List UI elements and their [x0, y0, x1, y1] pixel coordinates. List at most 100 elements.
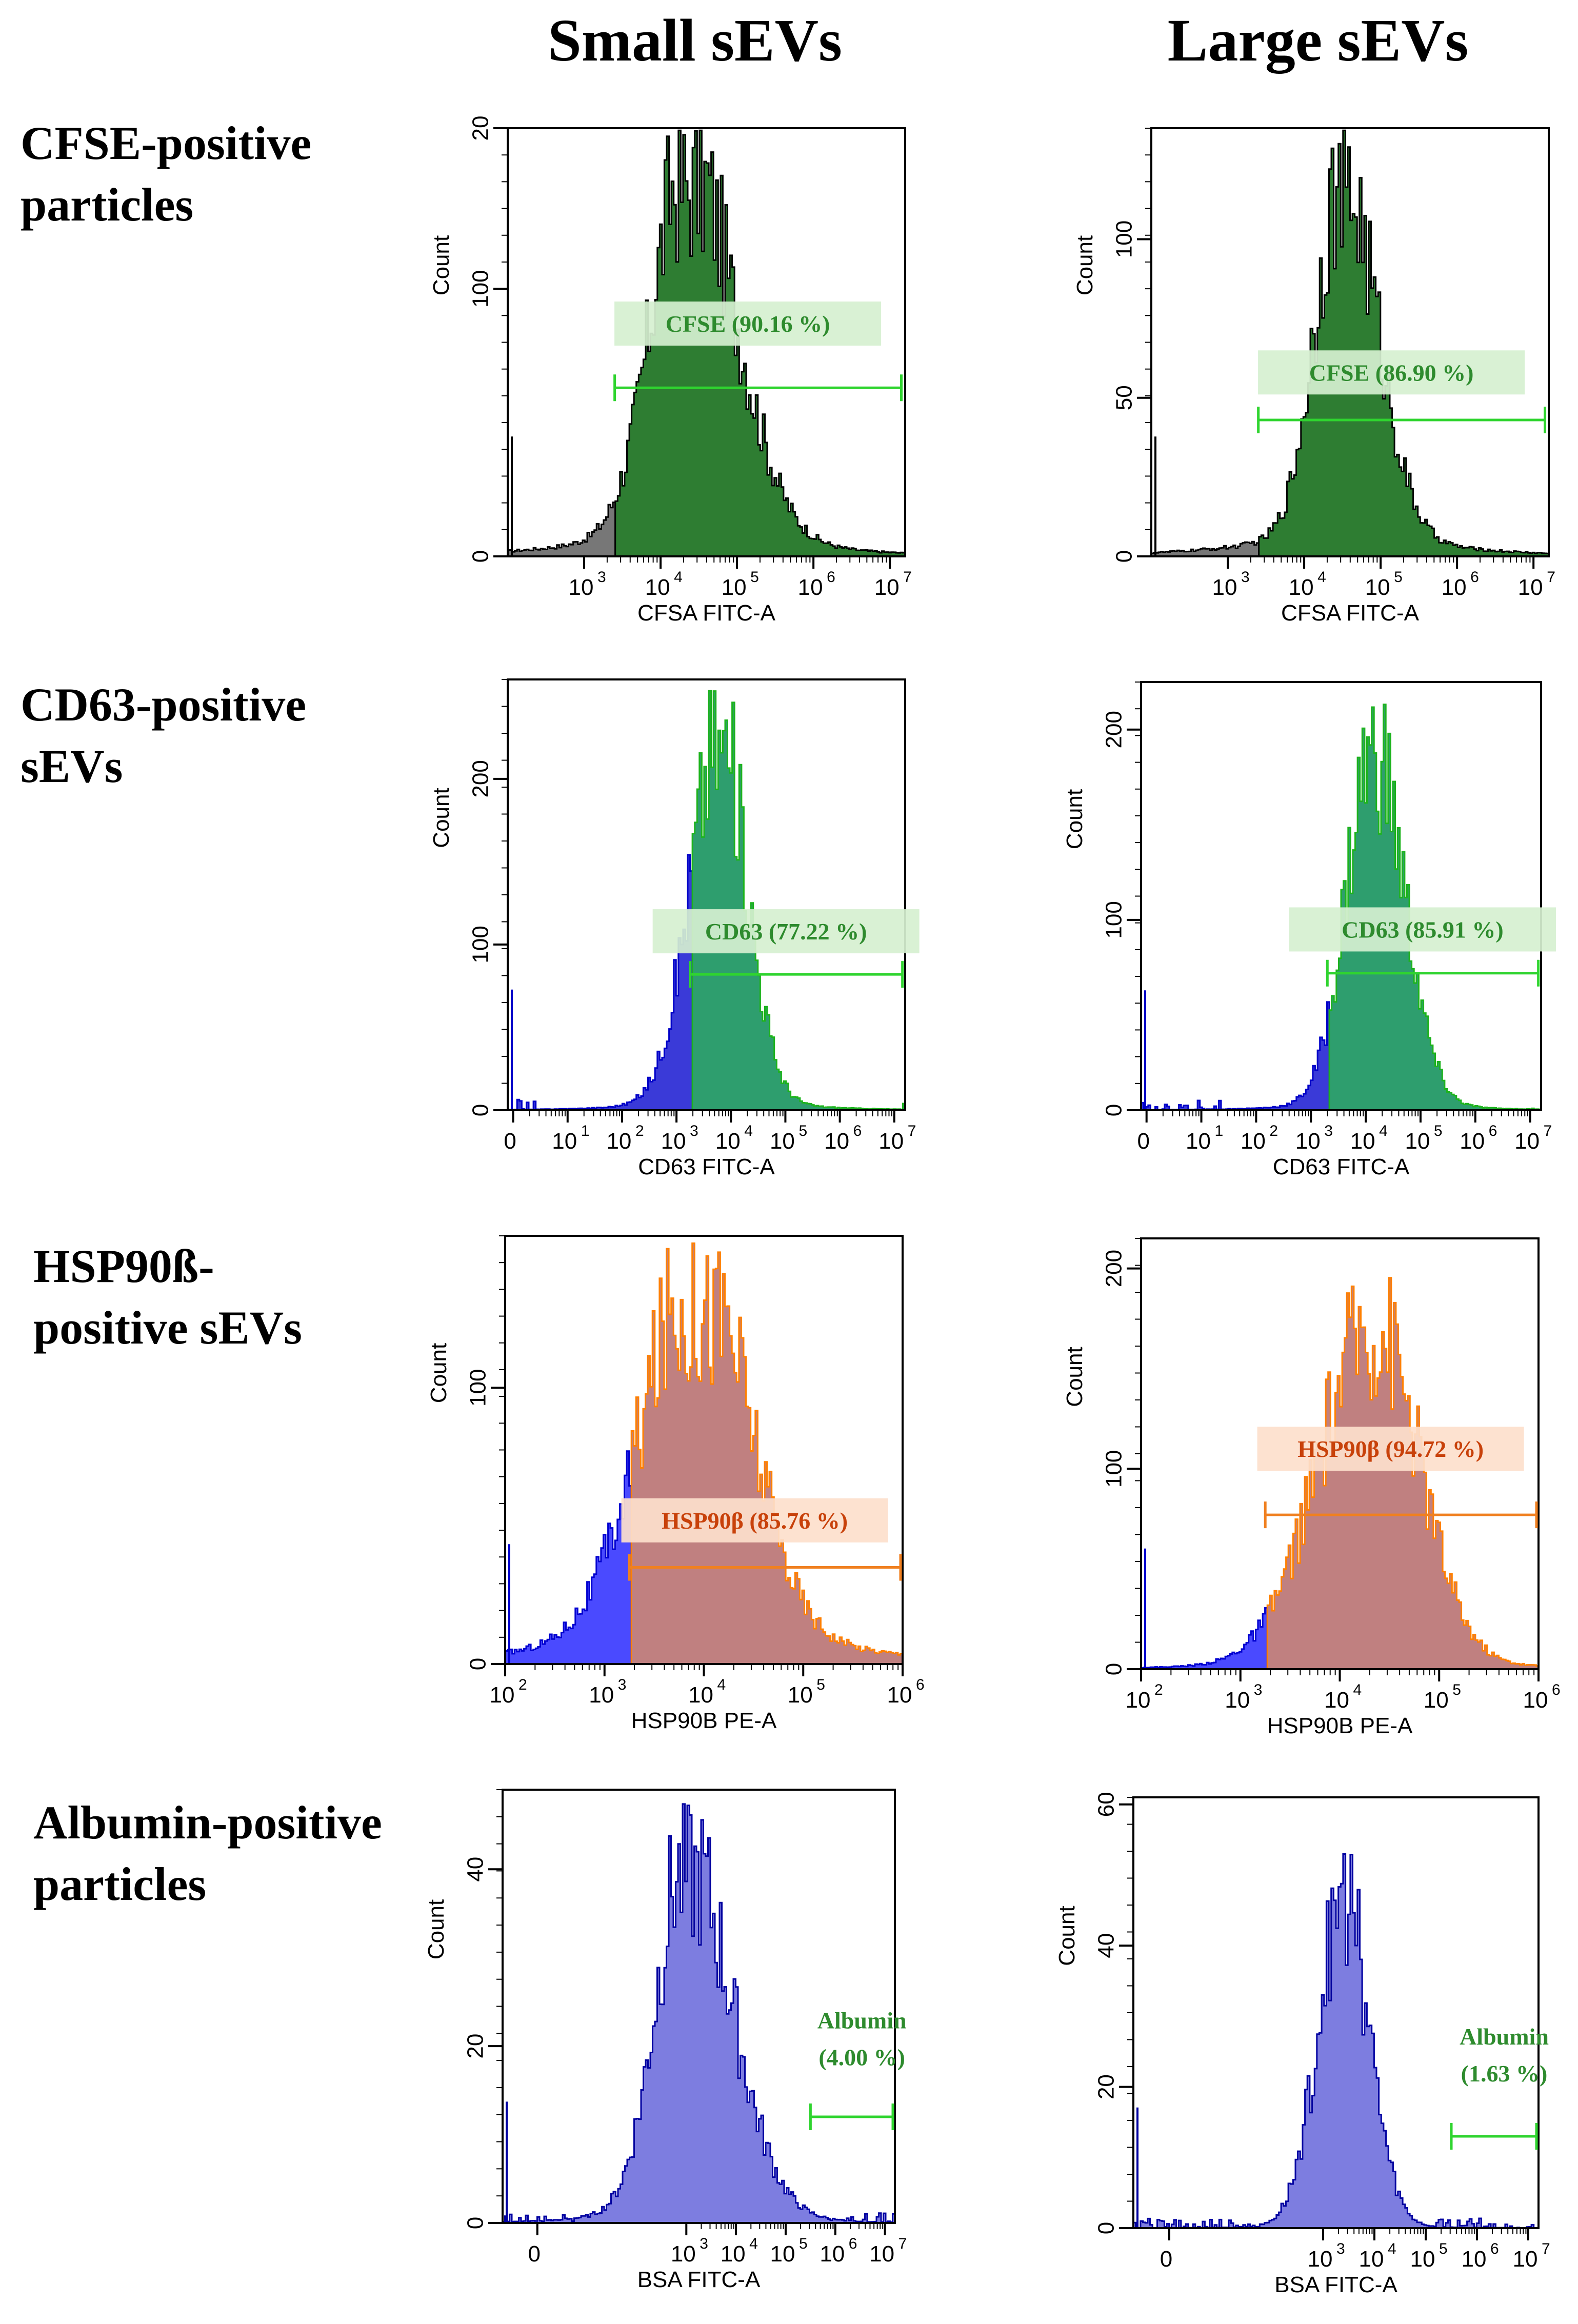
x-tick-exponent: 4	[749, 2235, 758, 2252]
gate-label-background	[621, 1498, 888, 1542]
x-tick-exponent: 6	[853, 1123, 862, 1139]
x-tick-label: 10	[721, 2241, 746, 2267]
x-tick-label: 10	[798, 575, 823, 600]
x-tick-label: 10	[824, 1129, 849, 1154]
x-tick-label: 10	[887, 1682, 912, 1708]
y-tick-label: 40	[463, 1857, 488, 1882]
gate-label-line: (4.00 %)	[818, 2045, 905, 2071]
y-tick-label: 60	[1094, 1792, 1119, 1817]
svg-text:particles: particles	[33, 1858, 206, 1910]
x-tick-label: 10	[1295, 1129, 1321, 1154]
x-tick-label: 10	[569, 575, 594, 600]
x-tick-label: 10	[688, 1682, 713, 1708]
x-tick-label: 10	[1514, 1129, 1540, 1154]
x-tick-exponent: 5	[798, 1123, 807, 1139]
y-tick-label: 40	[1094, 1933, 1119, 1958]
x-tick-label: 10	[788, 1682, 813, 1708]
x-tick-exponent: 6	[1470, 569, 1479, 586]
x-tick-exponent: 7	[1544, 1123, 1552, 1139]
x-tick-label: 10	[722, 575, 747, 600]
row-label-cfse: CFSE-positive particles	[21, 117, 311, 231]
row-label-hsp90: HSP90ß- positive sEVs	[33, 1240, 302, 1354]
column-title-large: Large sEVs	[1168, 7, 1469, 74]
gate-label: HSP90β (94.72 %)	[1297, 1436, 1484, 1462]
x-tick-exponent: 3	[1241, 569, 1250, 586]
histogram-area-positive	[614, 129, 906, 557]
svg-text:Albumin-positive: Albumin-positive	[33, 1796, 382, 1849]
x-tick-label: 10	[490, 1682, 515, 1708]
x-tick-exponent: 2	[1269, 1123, 1278, 1139]
gate-label-line: Albumin	[817, 2008, 907, 2034]
x-axis-label: CFSA FITC-A	[637, 600, 776, 626]
x-axis-label: CFSA FITC-A	[1281, 600, 1420, 626]
x-tick-exponent: 7	[1542, 2240, 1550, 2257]
x-tick-exponent: 2	[635, 1123, 644, 1139]
x-tick-exponent: 5	[799, 2235, 808, 2252]
x-tick-label: 10	[770, 1129, 795, 1154]
x-tick-label: 0	[528, 2241, 541, 2267]
gate-label-background	[614, 301, 882, 346]
x-tick-label: 10	[1513, 2247, 1538, 2272]
x-tick-exponent: 7	[908, 1123, 916, 1139]
x-tick-exponent: 4	[744, 1123, 753, 1139]
svg-text:CD63-positive: CD63-positive	[21, 678, 306, 731]
x-tick-exponent: 5	[1452, 1681, 1461, 1698]
x-tick-label: 10	[1350, 1129, 1375, 1154]
x-tick-exponent: 3	[618, 1676, 627, 1693]
x-tick-label: 10	[1186, 1129, 1211, 1154]
y-tick-label: 20	[463, 2034, 488, 2059]
x-tick-label: 10	[1359, 2247, 1384, 2272]
y-axis-label: Count	[1062, 1347, 1087, 1407]
x-tick-exponent: 5	[816, 1676, 825, 1693]
y-axis-label: Count	[424, 1899, 449, 1959]
x-tick-exponent: 7	[903, 569, 912, 586]
gate-label-background	[652, 909, 920, 954]
gate-label-background	[1258, 350, 1525, 395]
x-tick-label: 10	[552, 1129, 577, 1154]
y-axis-label: Count	[1072, 235, 1097, 295]
x-tick-label: 10	[1518, 575, 1543, 600]
x-tick-label: 10	[1241, 1129, 1266, 1154]
x-tick-exponent: 7	[1547, 569, 1555, 586]
x-tick-label: 10	[1324, 1688, 1349, 1713]
x-tick-label: 10	[1410, 2247, 1435, 2272]
gate-label: CFSE (86.90 %)	[1309, 359, 1474, 386]
x-tick-label: 10	[715, 1129, 741, 1154]
x-tick-exponent: 4	[1353, 1681, 1362, 1698]
x-tick-exponent: 6	[1490, 2240, 1499, 2257]
histogram-area-positive	[1328, 704, 1542, 1111]
histogram-area-negative	[1140, 1001, 1330, 1111]
x-axis-label: CD63 FITC-A	[638, 1154, 775, 1179]
histogram-area-negative	[1150, 540, 1260, 557]
x-tick-label: 10	[820, 2241, 845, 2267]
gate-label: CD63 (77.22 %)	[705, 918, 867, 945]
y-tick-label: 0	[468, 1104, 493, 1116]
histogram-area-positive	[691, 690, 906, 1111]
gate-label: CFSE (90.16 %)	[666, 311, 830, 337]
y-tick-label: 100	[468, 270, 493, 307]
x-tick-label: 10	[1405, 1129, 1430, 1154]
x-tick-exponent: 2	[518, 1676, 527, 1693]
y-tick-label: 0	[1102, 1663, 1127, 1675]
gate-label: CD63 (85.91 %)	[1342, 916, 1504, 943]
y-tick-label: 100	[466, 1369, 491, 1407]
x-tick-label: 10	[606, 1129, 631, 1154]
x-tick-exponent: 6	[1552, 1681, 1561, 1698]
x-tick-exponent: 4	[1317, 569, 1326, 586]
x-tick-exponent: 2	[1154, 1681, 1163, 1698]
y-tick-label: 0	[468, 550, 493, 563]
svg-text:HSP90ß-: HSP90ß-	[33, 1240, 214, 1292]
x-tick-label: 0	[1137, 1129, 1149, 1154]
x-tick-label: 10	[1462, 2247, 1487, 2272]
histogram-area-negative	[507, 854, 693, 1111]
x-tick-label: 10	[1212, 575, 1237, 600]
x-tick-label: 10	[661, 1129, 686, 1154]
